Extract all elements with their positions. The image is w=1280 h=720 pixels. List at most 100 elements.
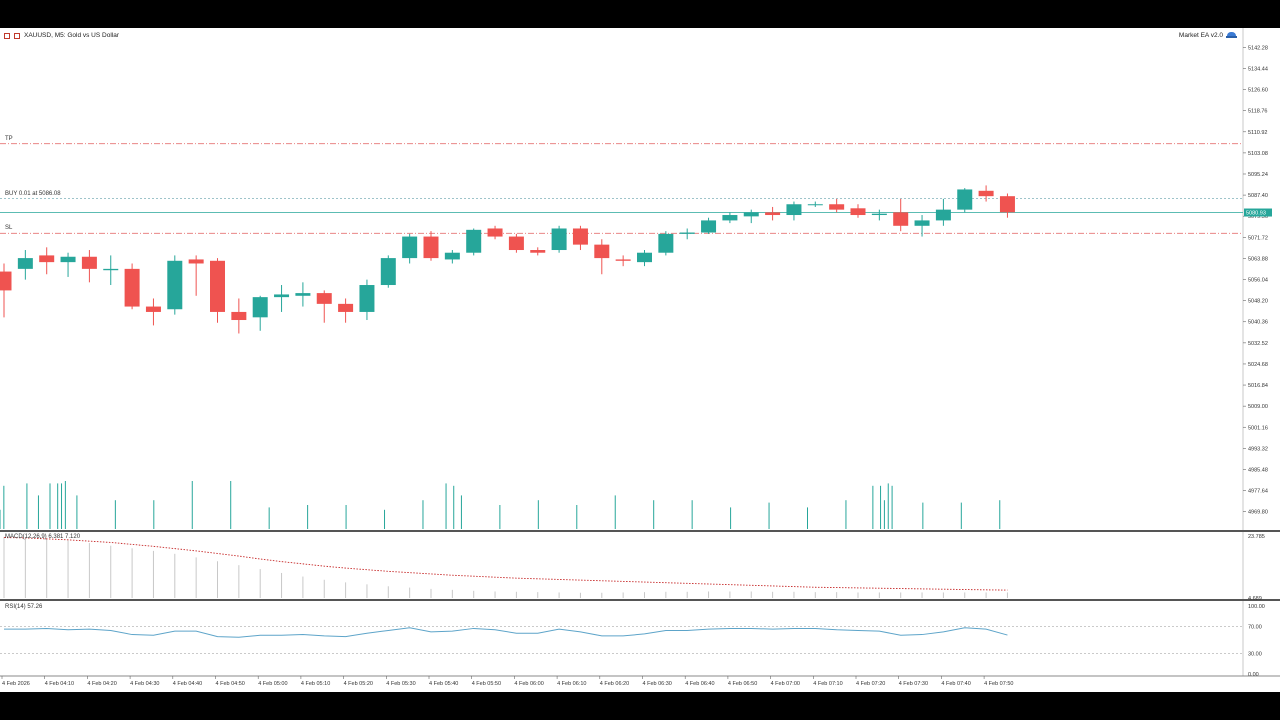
rsi-tick-label: 30.00 bbox=[1248, 652, 1262, 658]
candle-body bbox=[17, 258, 33, 269]
candle-body bbox=[508, 236, 524, 251]
candle-body bbox=[295, 293, 311, 296]
macd-tick-label: 4.689 bbox=[1248, 596, 1262, 602]
price-tick-label: 5063.88 bbox=[1248, 256, 1268, 262]
time-tick-label: 4 Feb 06:00 bbox=[514, 681, 543, 687]
rsi-line bbox=[4, 627, 1008, 638]
time-tick-label: 4 Feb 2026 bbox=[2, 681, 30, 687]
rsi-tick-label: 100.00 bbox=[1248, 604, 1265, 610]
time-tick-label: 4 Feb 07:30 bbox=[899, 681, 928, 687]
candle-body bbox=[572, 228, 588, 245]
candle-body bbox=[274, 294, 290, 298]
candle-body bbox=[402, 236, 418, 259]
candle-body bbox=[893, 212, 909, 226]
candle-body bbox=[210, 260, 225, 312]
chart-canvas[interactable]: 5142.28 5134.44 5126.60 5118.76 5110.92 5103.… bbox=[0, 28, 1280, 692]
candle-body bbox=[615, 259, 631, 261]
candle-body bbox=[359, 285, 375, 312]
rsi-title: RSI(14) 57.26 bbox=[5, 604, 43, 610]
candle-body bbox=[167, 260, 183, 310]
candle-body bbox=[658, 233, 674, 253]
candle-body bbox=[466, 229, 482, 253]
time-tick-label: 4 Feb 06:40 bbox=[685, 681, 714, 687]
candle-body bbox=[124, 268, 140, 307]
candle-body bbox=[551, 228, 567, 251]
time-tick-label: 4 Feb 04:40 bbox=[173, 681, 202, 687]
time-tick-label: 4 Feb 04:10 bbox=[45, 681, 74, 687]
time-tick-label: 4 Feb 07:50 bbox=[984, 681, 1013, 687]
price-tick-label: 5079.56 bbox=[1248, 214, 1268, 220]
price-tick-label: 5001.16 bbox=[1248, 425, 1268, 431]
candle-body bbox=[380, 258, 396, 286]
ea-hat-icon[interactable] bbox=[1226, 32, 1237, 39]
price-tick-label: 5118.76 bbox=[1248, 109, 1267, 115]
candle-body bbox=[423, 236, 439, 259]
time-tick-label: 4 Feb 04:50 bbox=[216, 681, 245, 687]
candle-body bbox=[871, 213, 887, 216]
candle-body bbox=[786, 204, 802, 216]
candle-body bbox=[81, 256, 97, 269]
candle-body bbox=[679, 232, 695, 234]
candle-body bbox=[594, 244, 610, 259]
candle-body bbox=[978, 190, 994, 197]
candle-body bbox=[444, 252, 460, 260]
candle-body bbox=[957, 189, 973, 210]
sl-label: SL bbox=[5, 225, 13, 232]
buy-label: BUY 0.01 at 5086.08 bbox=[5, 190, 61, 197]
price-tick-label: 5071.72 bbox=[1248, 235, 1268, 241]
time-tick-label: 4 Feb 06:50 bbox=[728, 681, 757, 687]
candle-body bbox=[316, 293, 332, 304]
time-tick-label: 4 Feb 06:20 bbox=[600, 681, 629, 687]
time-tick-label: 4 Feb 05:50 bbox=[472, 681, 501, 687]
time-tick-label: 4 Feb 06:30 bbox=[643, 681, 672, 687]
chart-header: XAUUSD, M5: Gold vs US Dollar bbox=[4, 32, 119, 39]
macd-tick-label: 23.785 bbox=[1248, 534, 1265, 540]
pane-separator-rsi bbox=[0, 599, 1280, 601]
current-price-badge bbox=[1244, 208, 1272, 217]
price-tick-label: 4977.64 bbox=[1248, 489, 1268, 495]
price-tick-label: 5103.08 bbox=[1248, 151, 1268, 157]
price-tick-label: 5032.52 bbox=[1248, 341, 1268, 347]
time-tick-label: 4 Feb 07:10 bbox=[813, 681, 842, 687]
candle-body bbox=[765, 212, 781, 216]
pane-separator-macd bbox=[0, 530, 1280, 532]
current-price-badge-label: 5080.93 bbox=[1246, 211, 1266, 217]
chart-grid-icon[interactable] bbox=[14, 32, 20, 39]
macd-signal-line bbox=[3, 537, 1008, 591]
candle-body bbox=[338, 303, 354, 312]
candle-body bbox=[722, 215, 738, 221]
candle-body bbox=[231, 311, 247, 321]
rsi-tick-label: 0.00 bbox=[1248, 672, 1259, 678]
candle-body bbox=[850, 208, 866, 216]
time-tick-label: 4 Feb 07:20 bbox=[856, 681, 885, 687]
price-tick-label: 5048.20 bbox=[1248, 299, 1268, 305]
time-tick-label: 4 Feb 07:00 bbox=[771, 681, 800, 687]
time-tick-label: 4 Feb 05:10 bbox=[301, 681, 330, 687]
candle-body bbox=[807, 204, 823, 206]
price-tick-label: 5056.04 bbox=[1248, 278, 1268, 284]
candle-body bbox=[145, 306, 161, 312]
tp-label: TP bbox=[5, 135, 13, 142]
ea-header: Market EA v2.0 bbox=[1179, 32, 1237, 39]
price-tick-label: 5016.84 bbox=[1248, 383, 1268, 389]
price-tick-label: 5009.00 bbox=[1248, 404, 1268, 410]
candle-body bbox=[829, 204, 845, 210]
price-tick-label: 4985.48 bbox=[1248, 467, 1268, 473]
time-tick-label: 4 Feb 05:00 bbox=[258, 681, 287, 687]
candle-body bbox=[999, 196, 1015, 213]
candle-body bbox=[0, 271, 12, 291]
price-tick-label: 5142.28 bbox=[1248, 45, 1268, 51]
time-tick-label: 4 Feb 05:20 bbox=[344, 681, 373, 687]
candle-body bbox=[487, 228, 503, 237]
chart-menu-icon[interactable] bbox=[4, 32, 10, 39]
time-tick-label: 4 Feb 04:30 bbox=[130, 681, 159, 687]
candle-body bbox=[914, 220, 930, 226]
time-tick-label: 4 Feb 07:40 bbox=[941, 681, 970, 687]
price-tick-label: 5087.40 bbox=[1248, 193, 1268, 199]
time-tick-label: 4 Feb 05:30 bbox=[386, 681, 415, 687]
price-tick-label: 5024.68 bbox=[1248, 362, 1268, 368]
price-tick-label: 5126.60 bbox=[1248, 88, 1268, 94]
candle-body bbox=[103, 268, 119, 271]
price-tick-label: 4969.80 bbox=[1248, 510, 1268, 516]
candle-body bbox=[39, 255, 55, 263]
